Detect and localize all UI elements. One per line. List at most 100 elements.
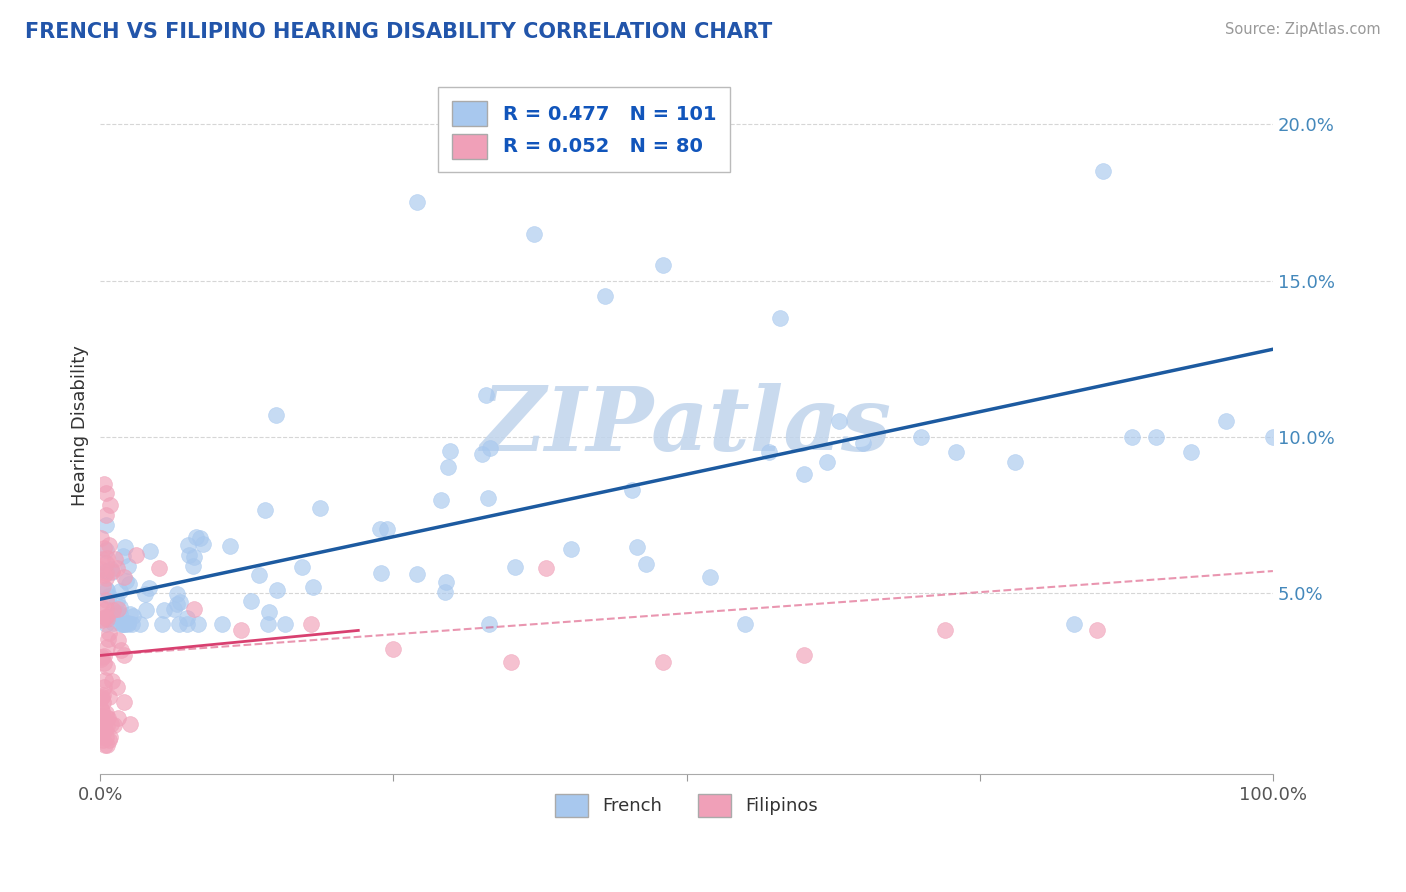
Point (93, 719, 115, 733)
Point (1085, 624, 1108, 638)
Point (90, 613, 112, 627)
Point (166, 586, 188, 600)
Point (253, 502, 276, 516)
Point (239, 594, 262, 608)
Point (101, 603, 124, 617)
Point (534, 561, 557, 575)
Point (96, 486, 118, 500)
Point (96, 612, 118, 626)
Point (437, 460, 460, 475)
Point (93, 541, 115, 555)
Point (183, 549, 205, 564)
Point (138, 581, 160, 595)
Point (103, 718, 125, 732)
Point (176, 611, 198, 625)
Point (108, 599, 131, 614)
Point (101, 564, 124, 578)
Point (96, 711, 118, 725)
Point (176, 617, 198, 632)
Point (90, 531, 112, 545)
Point (1180, 445, 1202, 459)
Point (110, 643, 132, 657)
Point (934, 624, 956, 638)
Point (114, 574, 136, 588)
Point (634, 558, 657, 572)
Point (101, 608, 124, 623)
Point (96, 610, 118, 624)
Point (793, 648, 815, 663)
Point (96, 508, 118, 522)
Point (945, 445, 967, 459)
Point (94, 738, 117, 752)
Legend: French, Filipinos: French, Filipinos (548, 787, 825, 824)
Point (1144, 430, 1167, 444)
Point (652, 655, 675, 669)
Point (758, 445, 780, 459)
Point (96, 617, 118, 632)
Point (93, 476, 115, 491)
Point (110, 583, 132, 598)
Point (96, 582, 118, 596)
Point (430, 493, 453, 508)
Point (97, 626, 120, 640)
Point (793, 467, 815, 482)
Point (90, 726, 112, 740)
Point (97, 632, 120, 646)
Point (90, 599, 112, 614)
Point (94, 566, 117, 581)
Point (96, 730, 118, 744)
Point (91, 579, 114, 593)
Point (100, 730, 122, 744)
Point (104, 552, 127, 566)
Point (1091, 164, 1114, 178)
Point (302, 580, 325, 594)
Point (91, 710, 114, 724)
Point (96, 582, 118, 597)
Point (110, 617, 132, 632)
Point (406, 195, 429, 210)
Point (139, 544, 162, 558)
Point (90, 612, 112, 626)
Point (101, 674, 124, 689)
Point (1063, 617, 1085, 632)
Point (90, 691, 112, 706)
Point (134, 587, 156, 601)
Point (129, 617, 152, 632)
Point (91, 732, 114, 747)
Point (101, 615, 124, 630)
Point (382, 642, 405, 657)
Point (851, 436, 873, 450)
Point (166, 597, 188, 611)
Point (93, 567, 115, 582)
Point (121, 617, 143, 632)
Point (181, 559, 204, 574)
Point (815, 455, 838, 469)
Point (124, 549, 146, 563)
Point (177, 538, 200, 552)
Point (96, 556, 118, 570)
Point (107, 632, 129, 647)
Point (90, 690, 112, 705)
Point (111, 617, 134, 632)
Point (179, 548, 201, 562)
Point (107, 711, 129, 725)
Point (91, 552, 114, 566)
Point (135, 603, 157, 617)
Point (96, 738, 118, 752)
Point (505, 559, 527, 574)
Point (117, 559, 139, 574)
Point (163, 602, 186, 616)
Point (112, 695, 135, 709)
Point (117, 617, 139, 632)
Point (475, 388, 498, 402)
Point (90, 702, 112, 716)
Point (96, 660, 118, 674)
Point (93, 717, 115, 731)
Point (211, 617, 233, 632)
Point (191, 537, 214, 551)
Point (96, 640, 118, 654)
Point (96, 610, 118, 624)
Point (439, 444, 461, 458)
Point (183, 601, 205, 615)
Point (101, 566, 124, 580)
